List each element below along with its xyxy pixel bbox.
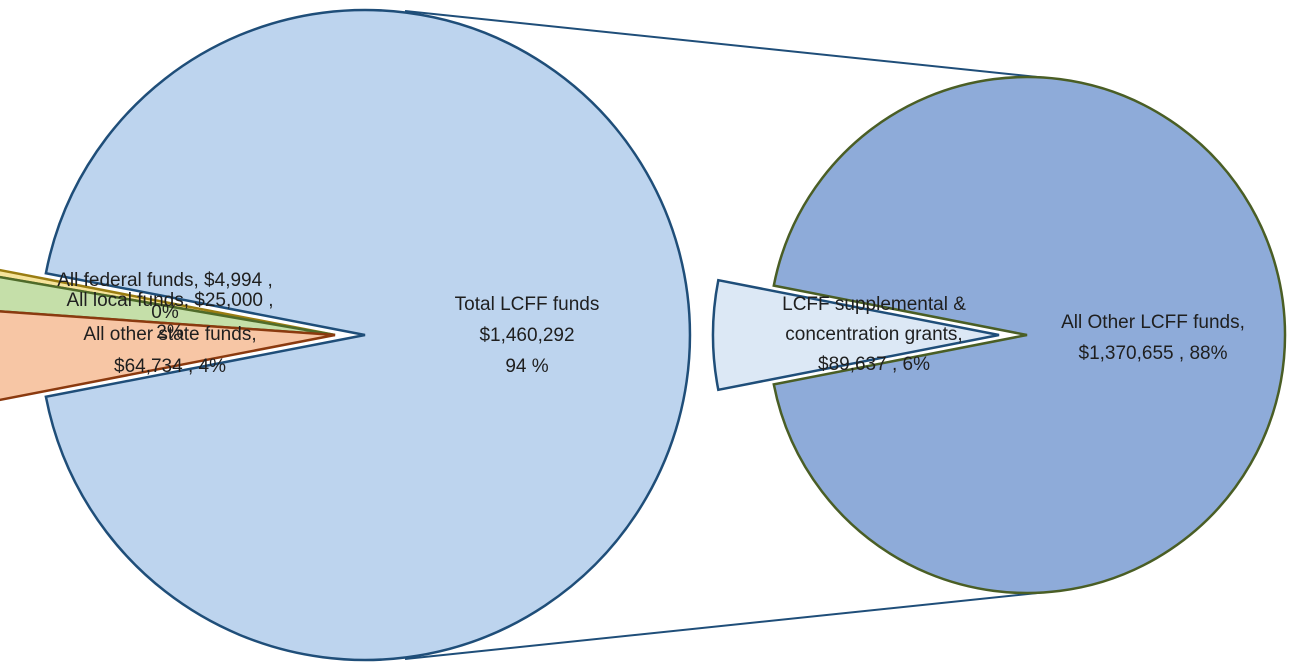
slice-all-other-lcff-funds <box>772 75 1287 595</box>
label-total-lcff-funds: Total LCFF funds $1,460,292 94 % <box>455 294 600 377</box>
secondary-pie <box>711 75 1287 595</box>
label-all-federal-funds: All federal funds, $4,994 , 0% <box>57 270 272 323</box>
connector-line-top <box>404 10 1048 79</box>
primary-pie <box>0 8 692 662</box>
connector-line-bottom <box>404 591 1048 660</box>
slice-total-lcff-funds <box>44 8 692 662</box>
label-all-local-funds: All local funds, $25,000 , 2% <box>66 290 273 343</box>
slice-lcff-supplemental-concentration-grants <box>711 278 1000 392</box>
connector-lines <box>404 10 1048 660</box>
slice-all-other-state-funds <box>0 310 336 402</box>
label-lcff-supplemental-concentration-grants: LCFF supplemental & concentration grants,… <box>782 294 966 375</box>
slice-all-local-funds <box>0 275 336 337</box>
label-all-other-lcff-funds: All Other LCFF funds, $1,370,655 , 88% <box>1061 312 1245 364</box>
data-labels: Total LCFF funds $1,460,292 94 % All other … <box>57 270 1245 377</box>
slice-all-federal-funds <box>0 268 336 337</box>
label-all-other-state-funds: All other state funds, $64,734 , 4% <box>83 324 256 377</box>
